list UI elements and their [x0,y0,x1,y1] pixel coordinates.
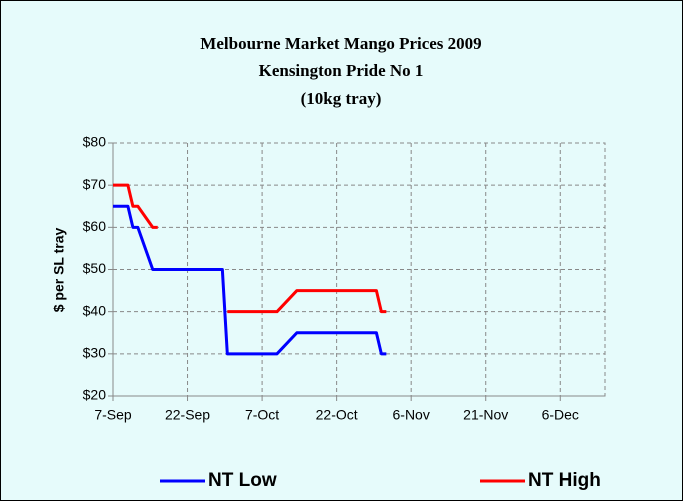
legend-label: NT Low [208,470,277,491]
x-tick-label: 22-Sep [165,407,210,423]
y-tick-label: $60 [83,218,107,234]
y-tick-label: $30 [83,345,107,361]
x-tick-label: 22-Oct [316,407,358,423]
x-tick-label: 6-Dec [542,407,579,423]
y-axis-label: $ per SL tray [51,228,67,313]
y-tick-label: $20 [83,387,107,403]
legend-label: NT High [528,470,601,491]
x-tick-label: 7-Sep [94,407,132,423]
chart-title: Melbourne Market Mango Prices 2009 [200,34,481,53]
x-tick-label: 6-Nov [393,407,430,423]
x-tick-label: 21-Nov [463,407,508,423]
y-tick-label: $80 [83,134,107,150]
line-series [113,204,387,356]
x-tick-label: 7-Oct [245,407,279,423]
chart-subtitle: Kensington Pride No 1 [259,61,424,80]
y-tick-label: $50 [83,260,107,276]
y-tick-label: $70 [83,176,107,192]
y-tick-label: $40 [83,302,107,318]
line-series [113,183,387,314]
chart-subtitle: (10kg tray) [301,89,382,108]
